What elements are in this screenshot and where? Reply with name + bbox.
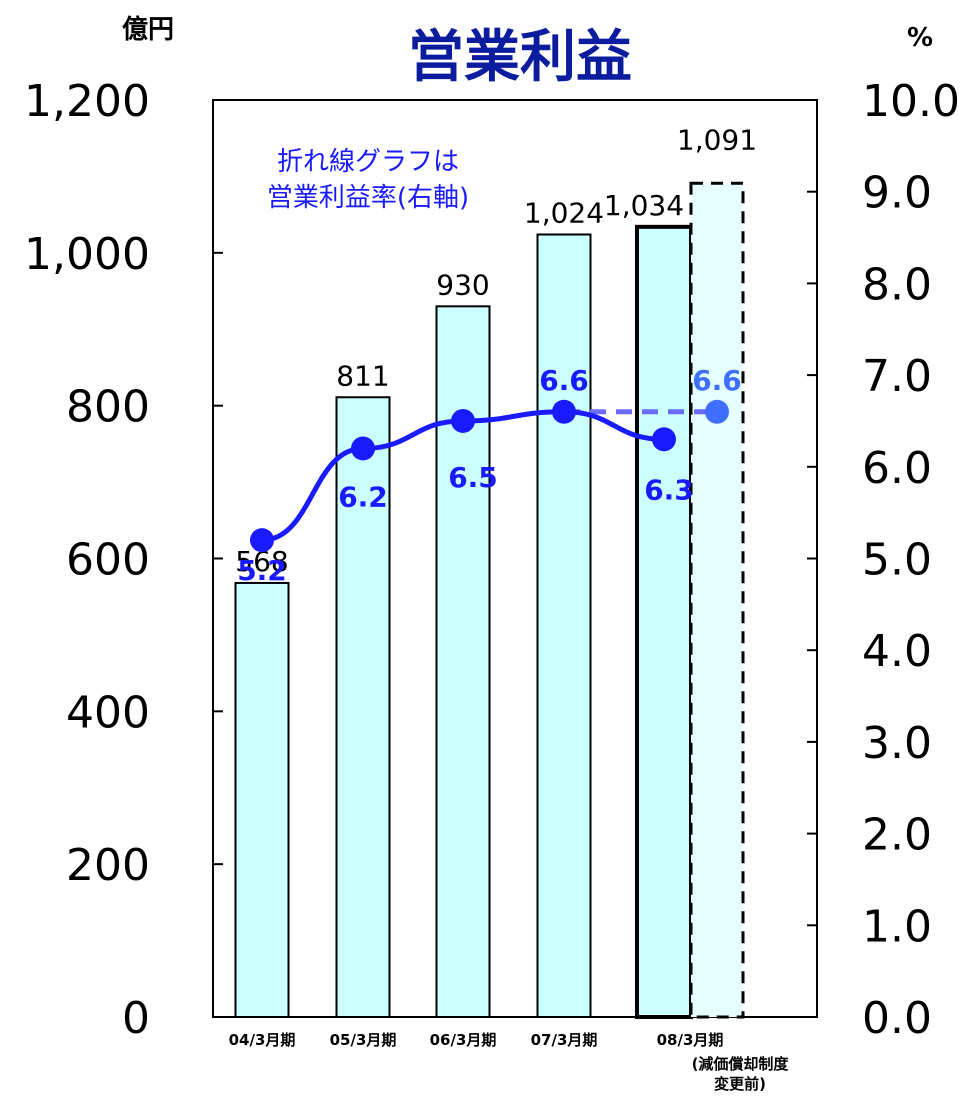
right-tick-label: 7.0 xyxy=(862,351,932,402)
category-note-line-1: (減価償却制度 xyxy=(692,1055,790,1073)
bar xyxy=(635,224,693,1019)
category-label: 06/3月期 xyxy=(430,1031,497,1049)
right-tick-label: 9.0 xyxy=(862,168,932,219)
right-tick-label: 0.0 xyxy=(862,993,932,1044)
category-label: 08/3月期 xyxy=(657,1031,724,1049)
left-tick-label: 1,200 xyxy=(24,76,150,127)
right-axis: 0.0 1.0 2.0 3.0 4.0 5.0 6.0 7.0 8.0 9.0 10.0 xyxy=(807,76,960,1044)
left-tick-label: 0 xyxy=(122,993,150,1044)
right-axis-unit: % xyxy=(907,23,933,53)
bar xyxy=(335,396,391,1019)
rate-value-label: 5.2 xyxy=(237,554,287,587)
rate-point xyxy=(552,399,576,424)
right-tick-label: 4.0 xyxy=(862,626,932,677)
left-axis-unit: 億円 xyxy=(122,15,174,45)
category-axis: 04/3月期 05/3月期 06/3月期 07/3月期 08/3月期 xyxy=(229,1031,724,1049)
right-tick-label: 5.0 xyxy=(862,535,932,586)
rate-point xyxy=(250,528,274,553)
extra-rate-point xyxy=(705,399,729,424)
bar-value-label: 811 xyxy=(336,359,389,392)
right-tick-label: 10.0 xyxy=(862,76,960,127)
right-tick-label: 1.0 xyxy=(862,901,932,952)
right-tick-label: 3.0 xyxy=(862,718,932,769)
right-tick-label: 2.0 xyxy=(862,810,932,861)
left-tick-label: 400 xyxy=(66,687,150,738)
rate-value-label: 6.6 xyxy=(539,364,589,397)
annotation-line-1: 折れ線グラフは xyxy=(277,147,459,177)
bar-value-label: 930 xyxy=(436,268,489,301)
category-label: 04/3月期 xyxy=(229,1031,296,1049)
extra-bar xyxy=(689,181,745,1019)
category-label: 07/3月期 xyxy=(531,1031,598,1049)
rate-line-series: 5.2 6.2 6.5 6.6 6.3 6.6 xyxy=(237,364,742,587)
rate-value-label: 6.2 xyxy=(338,480,388,513)
bar xyxy=(536,233,592,1018)
right-tick-label: 8.0 xyxy=(862,259,932,310)
left-tick-label: 1,000 xyxy=(24,229,150,280)
rate-value-label: 6.5 xyxy=(448,461,498,494)
extra-rate-value-label: 6.6 xyxy=(692,364,742,397)
bar-value-label: 1,034 xyxy=(604,189,684,222)
left-tick-label: 800 xyxy=(66,382,150,433)
extra-bar-value-label: 1,091 xyxy=(677,123,757,156)
rate-point xyxy=(351,436,375,461)
bar-value-label: 1,024 xyxy=(524,196,604,229)
left-tick-label: 200 xyxy=(66,840,150,891)
left-axis: 0 200 400 600 800 1,000 1,200 xyxy=(24,76,223,1044)
right-tick-label: 6.0 xyxy=(862,443,932,494)
rate-value-label: 6.3 xyxy=(644,473,694,506)
category-note-line-2: 変更前) xyxy=(714,1075,766,1093)
rate-point xyxy=(652,427,676,452)
chart-title: 営業利益 xyxy=(408,25,632,90)
rate-point xyxy=(451,408,475,433)
left-tick-label: 600 xyxy=(66,535,150,586)
bar xyxy=(234,581,290,1018)
category-label: 05/3月期 xyxy=(330,1031,397,1049)
annotation-line-2: 営業利益率(右軸) xyxy=(267,183,469,213)
